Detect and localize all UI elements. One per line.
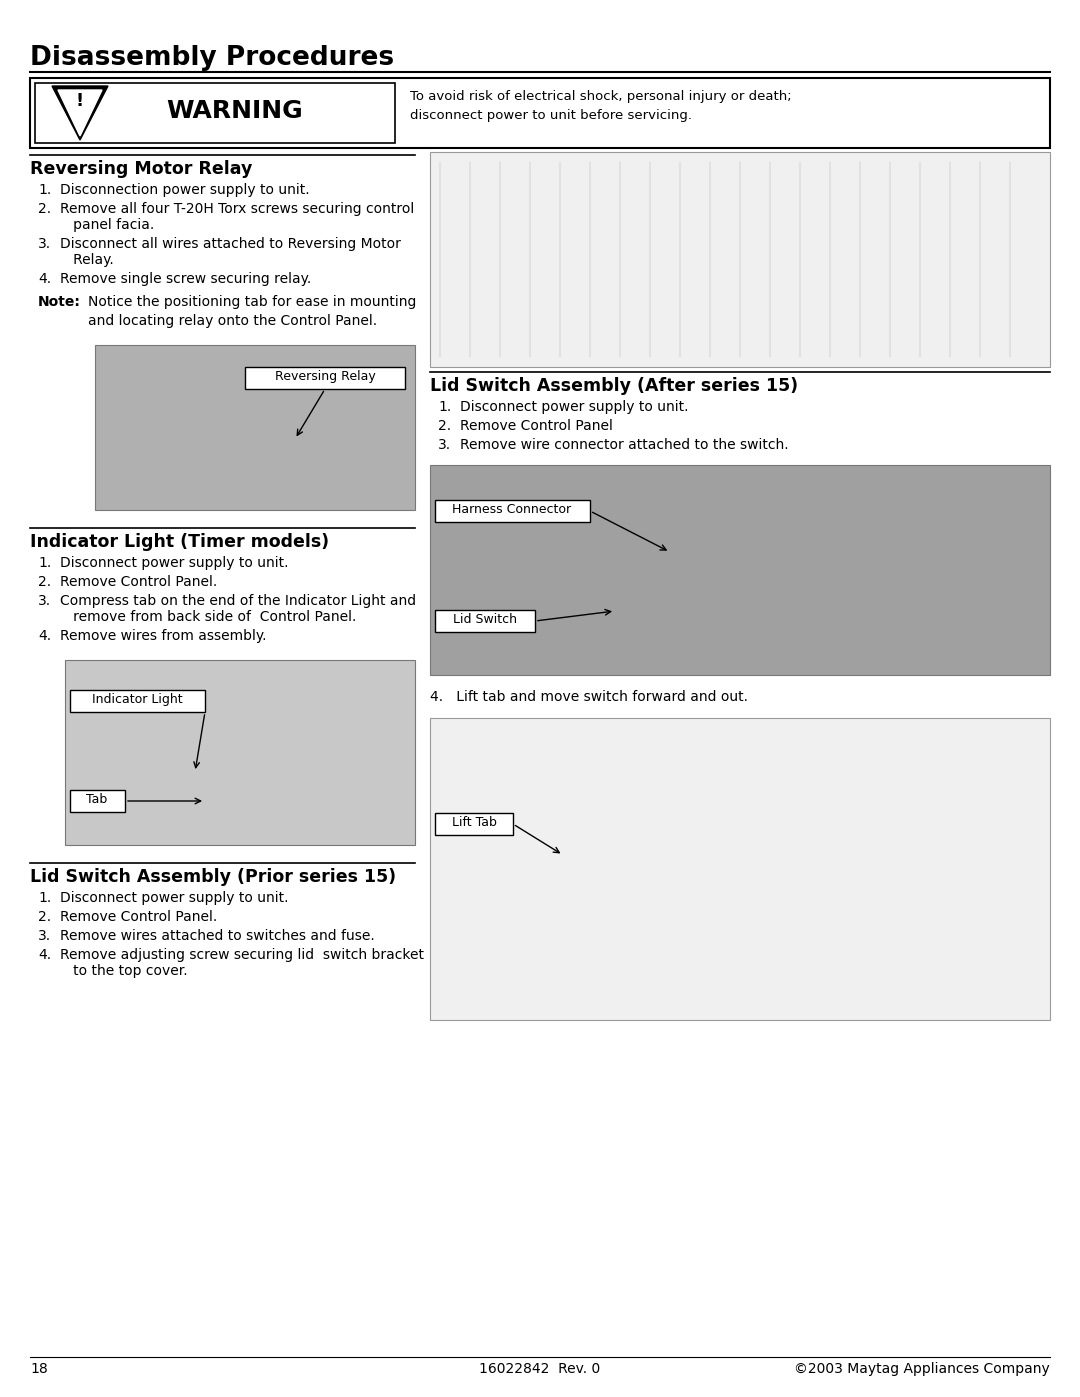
- Text: 3.: 3.: [38, 594, 51, 608]
- Text: Indicator Light: Indicator Light: [92, 693, 183, 705]
- Text: Remove all four T-20H Torx screws securing control
   panel facia.: Remove all four T-20H Torx screws securi…: [60, 203, 415, 232]
- Text: 1.: 1.: [38, 891, 51, 905]
- Text: Disassembly Procedures: Disassembly Procedures: [30, 45, 394, 71]
- Text: Remove Control Panel.: Remove Control Panel.: [60, 909, 217, 923]
- Text: 4.: 4.: [38, 272, 51, 286]
- Text: Tab: Tab: [86, 793, 108, 806]
- Text: Remove wires from assembly.: Remove wires from assembly.: [60, 629, 267, 643]
- Bar: [430, 465, 1050, 675]
- Text: 2.: 2.: [38, 576, 51, 590]
- Bar: [435, 610, 535, 631]
- Text: Remove adjusting screw securing lid  switch bracket
   to the top cover.: Remove adjusting screw securing lid swit…: [60, 949, 424, 978]
- Text: 2.: 2.: [38, 203, 51, 217]
- Text: 1.: 1.: [38, 556, 51, 570]
- Text: Remove wire connector attached to the switch.: Remove wire connector attached to the sw…: [460, 439, 788, 453]
- Bar: [245, 367, 405, 388]
- Bar: [70, 690, 205, 712]
- Text: 3.: 3.: [38, 237, 51, 251]
- Text: WARNING: WARNING: [166, 99, 303, 123]
- Text: Remove Control Panel.: Remove Control Panel.: [60, 576, 217, 590]
- Text: Remove Control Panel: Remove Control Panel: [460, 419, 612, 433]
- Text: 3.: 3.: [438, 439, 451, 453]
- Text: Reversing Motor Relay: Reversing Motor Relay: [30, 161, 253, 177]
- Bar: [70, 789, 125, 812]
- Text: 2.: 2.: [38, 909, 51, 923]
- Bar: [35, 82, 395, 142]
- Text: Compress tab on the end of the Indicator Light and
   remove from back side of  : Compress tab on the end of the Indicator…: [60, 594, 416, 624]
- Bar: [65, 659, 415, 845]
- Text: 16022842  Rev. 0: 16022842 Rev. 0: [480, 1362, 600, 1376]
- Text: 1.: 1.: [38, 183, 51, 197]
- Text: 3.: 3.: [38, 929, 51, 943]
- Text: 1.: 1.: [438, 400, 451, 414]
- Text: ©2003 Maytag Appliances Company: ©2003 Maytag Appliances Company: [794, 1362, 1050, 1376]
- Text: Harness Connector: Harness Connector: [453, 503, 571, 515]
- Bar: [435, 813, 513, 835]
- Text: 4.   Lift tab and move switch forward and out.: 4. Lift tab and move switch forward and …: [430, 690, 748, 704]
- Text: To avoid risk of electrical shock, personal injury or death;
disconnect power to: To avoid risk of electrical shock, perso…: [410, 89, 792, 122]
- Text: Remove single screw securing relay.: Remove single screw securing relay.: [60, 272, 311, 286]
- Text: Disconnect power supply to unit.: Disconnect power supply to unit.: [60, 556, 288, 570]
- Text: 18: 18: [30, 1362, 48, 1376]
- Text: 4.: 4.: [38, 629, 51, 643]
- Polygon shape: [52, 87, 108, 140]
- Text: Reversing Relay: Reversing Relay: [274, 370, 376, 383]
- Polygon shape: [58, 89, 102, 136]
- Text: Lid Switch: Lid Switch: [453, 613, 517, 626]
- Bar: [430, 718, 1050, 1020]
- Text: Disconnect power supply to unit.: Disconnect power supply to unit.: [60, 891, 288, 905]
- Bar: [95, 345, 415, 510]
- Text: Notice the positioning tab for ease in mounting
and locating relay onto the Cont: Notice the positioning tab for ease in m…: [87, 295, 417, 328]
- Bar: [430, 152, 1050, 367]
- Text: Disconnection power supply to unit.: Disconnection power supply to unit.: [60, 183, 310, 197]
- Text: 2.: 2.: [438, 419, 451, 433]
- Text: Disconnect power supply to unit.: Disconnect power supply to unit.: [460, 400, 689, 414]
- Bar: [30, 78, 1050, 148]
- Text: 4.: 4.: [38, 949, 51, 963]
- Text: Remove wires attached to switches and fuse.: Remove wires attached to switches and fu…: [60, 929, 375, 943]
- Text: Disconnect all wires attached to Reversing Motor
   Relay.: Disconnect all wires attached to Reversi…: [60, 237, 401, 267]
- Text: Indicator Light (Timer models): Indicator Light (Timer models): [30, 534, 329, 550]
- Text: Note:: Note:: [38, 295, 81, 309]
- Bar: [435, 500, 590, 522]
- Text: Lift Tab: Lift Tab: [451, 816, 497, 828]
- Text: Lid Switch Assembly (After series 15): Lid Switch Assembly (After series 15): [430, 377, 798, 395]
- Text: !: !: [76, 92, 84, 110]
- Text: Lid Switch Assembly (Prior series 15): Lid Switch Assembly (Prior series 15): [30, 868, 396, 886]
